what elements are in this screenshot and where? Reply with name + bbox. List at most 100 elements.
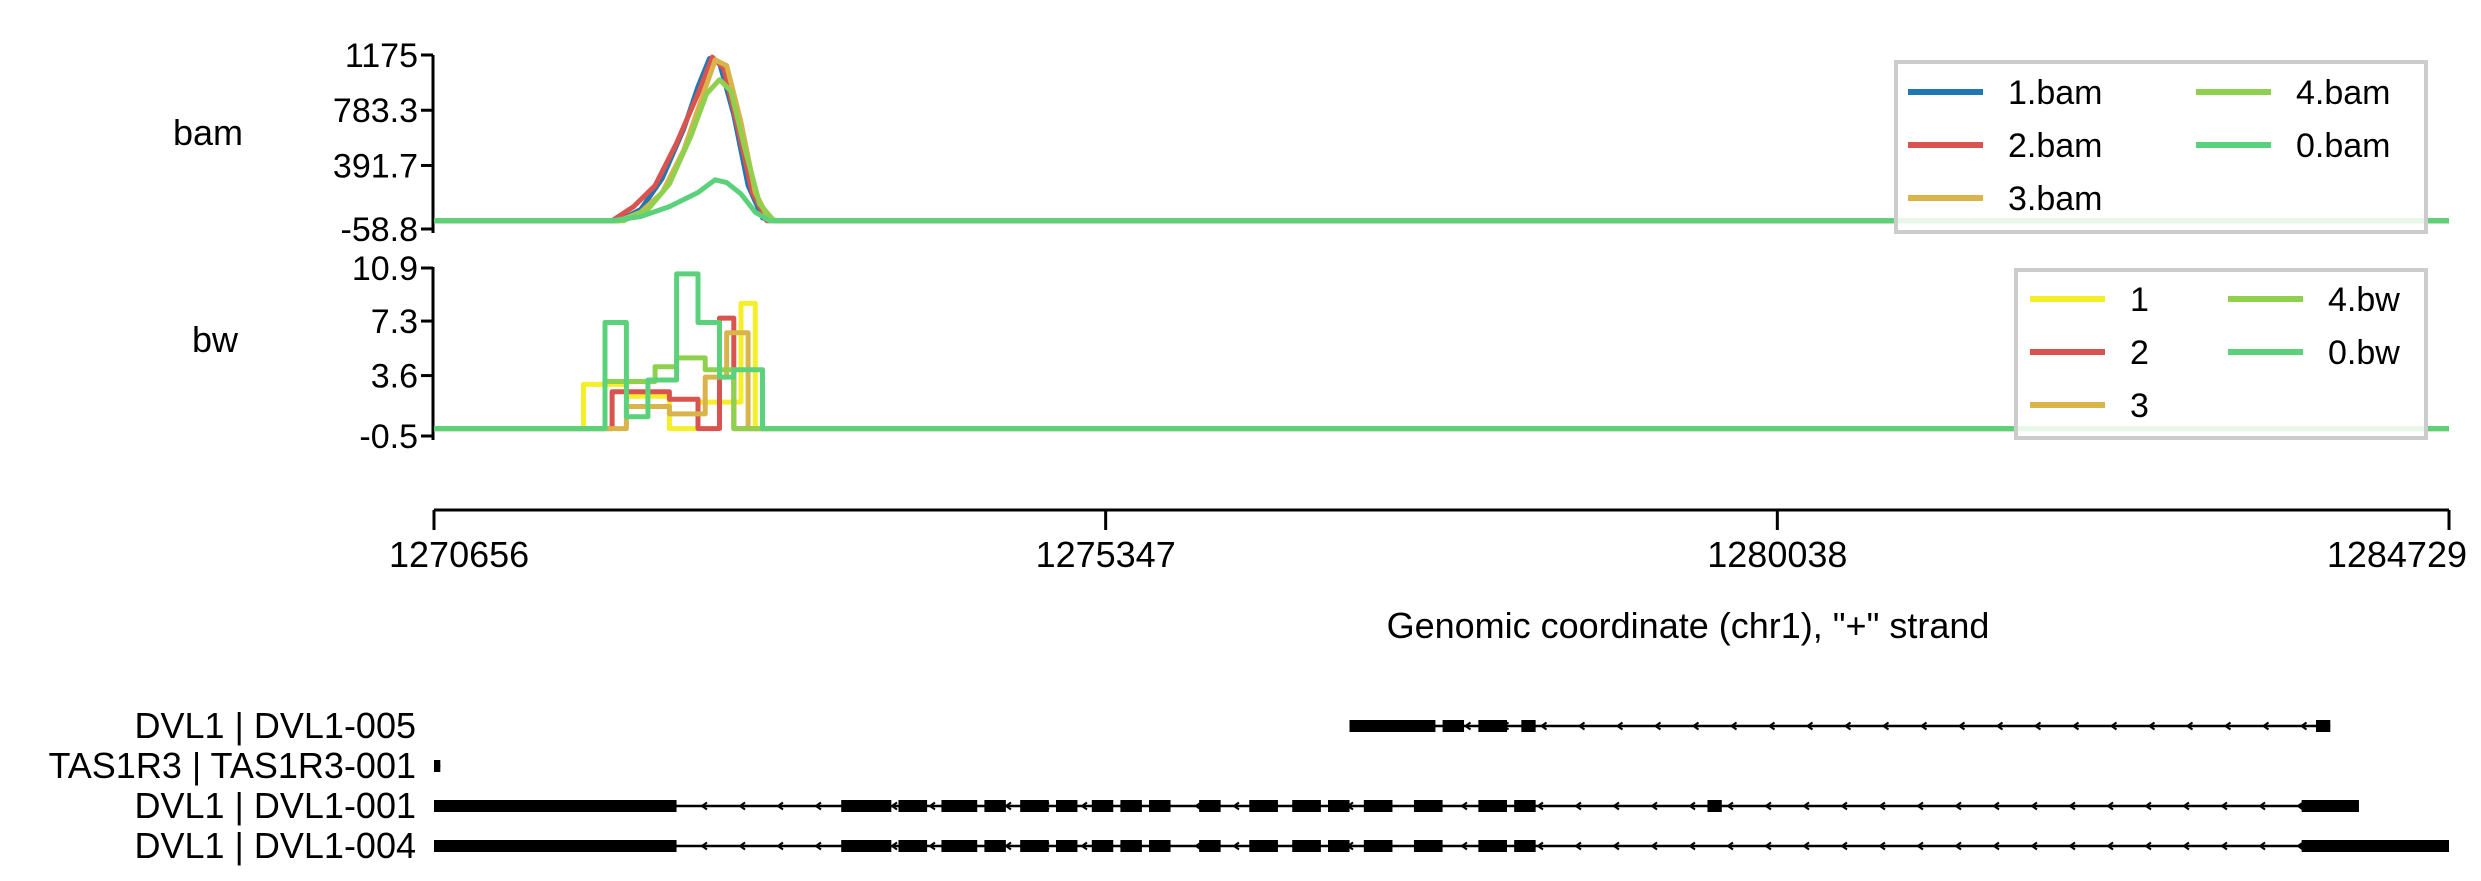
transcript-row: DVL1 | DVL1-005 <box>134 705 2331 746</box>
transcript-row: DVL1 | DVL1-004 <box>134 825 2449 866</box>
transcript-exon <box>841 840 892 852</box>
strand-arrow <box>1992 841 2000 851</box>
strand-arrow <box>1574 841 1582 851</box>
strand-arrow <box>890 841 898 851</box>
strand-arrow <box>2030 801 2038 811</box>
strand-arrow <box>1878 801 1886 811</box>
transcript-exon <box>1292 840 1321 852</box>
strand-arrow <box>1650 841 1658 851</box>
strand-arrow <box>2068 801 2076 811</box>
strand-arrow <box>700 841 708 851</box>
bw-legend-label: 0.bw <box>2328 334 2400 372</box>
strand-arrow <box>2223 721 2232 731</box>
transcript-exon <box>1055 800 1078 812</box>
strand-arrow <box>2144 841 2152 851</box>
transcript-exon <box>1478 800 1508 812</box>
strand-arrow <box>2106 841 2114 851</box>
strand-arrow <box>2033 721 2042 731</box>
transcript-exon <box>1199 800 1221 812</box>
transcript-exon <box>1514 800 1536 812</box>
bam-legend-label: 4.bam <box>2296 74 2391 112</box>
transcript-exon <box>1120 800 1142 812</box>
transcript-exon <box>1020 800 1049 812</box>
strand-arrow <box>1653 721 1662 731</box>
strand-arrow <box>1080 801 1088 811</box>
bw-track-label: bw <box>192 319 239 360</box>
strand-arrow <box>2220 841 2228 851</box>
transcript-row: DVL1 | DVL1-001 <box>134 785 2359 826</box>
strand-arrow <box>2030 841 2038 851</box>
bam-legend: 1.bam 2.bam 3.bam 4.bam 0.bam <box>1894 60 2428 234</box>
strand-arrow <box>1881 721 1890 731</box>
transcript-exon <box>1199 840 1221 852</box>
strand-arrow <box>1460 841 1468 851</box>
strand-arrow <box>700 801 708 811</box>
transcript-exon <box>1249 800 1278 812</box>
transcript-exon <box>1363 840 1393 852</box>
transcript-exon <box>984 800 1006 812</box>
transcript-exon <box>1120 840 1142 852</box>
transcript-exon <box>1363 800 1393 812</box>
transcript-exon <box>1328 840 1350 852</box>
strand-arrow <box>1612 841 1620 851</box>
genomic-x-axis: 1270656 1275347 1280038 1284729 Genomic coo… <box>389 508 2467 646</box>
bw-y-tick-label: 3.6 <box>371 358 418 396</box>
bam-series-line-2-bam <box>434 54 2449 224</box>
strand-arrow <box>2147 721 2156 731</box>
bw-legend-label: 3 <box>2130 387 2149 425</box>
strand-arrow <box>1954 801 1962 811</box>
transcript-exon <box>1442 720 1465 732</box>
strand-arrow <box>738 801 746 811</box>
strand-arrow <box>1460 801 1468 811</box>
transcript-exon <box>941 840 978 852</box>
strand-arrow <box>2299 721 2308 731</box>
transcript-label: DVL1 | DVL1-004 <box>134 825 416 866</box>
bw-y-tick-label: -0.5 <box>359 418 418 456</box>
strand-arrow <box>2296 801 2304 811</box>
strand-arrow <box>2068 841 2076 851</box>
bam-legend-label: 0.bam <box>2296 127 2391 165</box>
bw-series-line-0-bw <box>434 271 2449 432</box>
bw-y-tick-label: 10.9 <box>352 250 418 288</box>
bw-track: bw -0.5 3.6 7.3 10.9 1 2 3 4.bw 0.bw <box>192 250 2449 456</box>
strand-arrow <box>1954 841 1962 851</box>
strand-arrow <box>1764 841 1772 851</box>
x-tick-label: 1275347 <box>1036 534 1176 575</box>
transcript-exon <box>2315 720 2331 732</box>
transcript-label: DVL1 | DVL1-001 <box>134 785 416 826</box>
bw-legend: 1 2 3 4.bw 0.bw <box>2014 268 2428 440</box>
strand-arrow <box>1764 801 1772 811</box>
strand-arrow <box>1463 721 1472 731</box>
strand-arrow <box>1767 721 1776 731</box>
bam-legend-label: 2.bam <box>2008 127 2103 165</box>
strand-arrow <box>738 841 746 851</box>
transcript-exon <box>1249 840 1278 852</box>
transcript-exon <box>1091 800 1114 812</box>
strand-arrow <box>2182 841 2190 851</box>
transcript-exon <box>434 800 677 812</box>
bam-y-axis: -58.8 391.7 783.3 1175 <box>333 37 435 249</box>
strand-arrow <box>1539 721 1548 731</box>
x-tick-label: 1270656 <box>389 534 529 575</box>
bam-y-tick-label: -58.8 <box>341 211 419 249</box>
strand-arrow <box>1726 801 1734 811</box>
strand-arrow <box>1840 841 1848 851</box>
bam-series-line-0-bam <box>434 177 2449 224</box>
strand-arrow <box>2144 801 2152 811</box>
transcript-label: DVL1 | DVL1-005 <box>134 705 416 746</box>
transcript-exon <box>941 800 978 812</box>
strand-arrow <box>1878 841 1886 851</box>
strand-arrow <box>1916 841 1924 851</box>
bam-series-line-4-bam <box>434 77 2449 224</box>
transcript-exon <box>1707 800 1722 812</box>
strand-arrow <box>2106 801 2114 811</box>
bw-y-axis: -0.5 3.6 7.3 10.9 <box>352 250 435 456</box>
transcript-exon <box>841 800 892 812</box>
transcript-exon <box>1292 800 1321 812</box>
strand-arrow <box>1919 721 1928 731</box>
bw-y-tick-label: 7.3 <box>371 303 418 341</box>
strand-arrow <box>1802 841 1810 851</box>
strand-arrow <box>1691 721 1700 731</box>
transcript-exon <box>1055 840 1078 852</box>
